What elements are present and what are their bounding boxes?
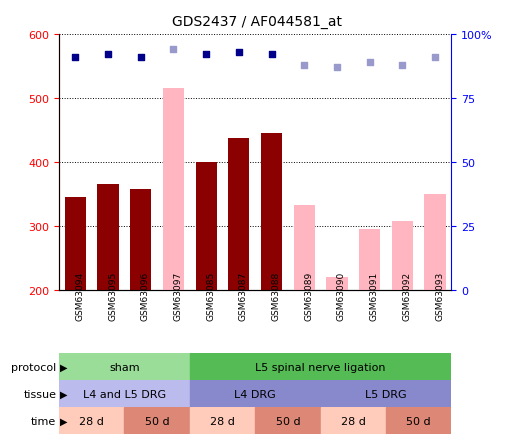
Point	[202, 52, 210, 59]
Text: ▶: ▶	[60, 362, 68, 372]
Text: GSM63090: GSM63090	[337, 271, 346, 320]
Text: GSM63087: GSM63087	[239, 271, 248, 320]
Bar	[190, 380, 321, 407]
Bar	[130, 189, 151, 290]
Bar	[321, 380, 451, 407]
Text: 50 d: 50 d	[145, 416, 169, 425]
Point	[300, 62, 308, 69]
Text: L4 DRG: L4 DRG	[234, 389, 276, 398]
Point	[431, 54, 439, 61]
Text: 50 d: 50 d	[275, 416, 300, 425]
Text: tissue: tissue	[24, 389, 56, 398]
Bar	[59, 353, 190, 380]
Point	[398, 62, 406, 69]
Bar	[424, 194, 446, 290]
Bar	[65, 197, 86, 290]
Text: GSM63094: GSM63094	[75, 271, 84, 320]
Text: 28 d: 28 d	[341, 416, 366, 425]
Point	[169, 46, 177, 53]
Text: ▶: ▶	[60, 416, 68, 425]
Text: L5 DRG: L5 DRG	[365, 389, 407, 398]
Bar	[392, 221, 413, 290]
Bar	[163, 89, 184, 290]
Bar	[321, 407, 386, 434]
Text: 28 d: 28 d	[80, 416, 104, 425]
Text: GSM63092: GSM63092	[402, 271, 411, 320]
Point	[104, 52, 112, 59]
Text: GSM63091: GSM63091	[370, 271, 379, 320]
Bar	[124, 407, 190, 434]
Bar	[261, 134, 282, 290]
Point	[235, 49, 243, 56]
Bar	[228, 139, 249, 290]
Bar	[326, 278, 348, 290]
Text: GSM63095: GSM63095	[108, 271, 117, 320]
Bar	[195, 162, 217, 290]
Bar	[190, 407, 255, 434]
Text: 50 d: 50 d	[406, 416, 431, 425]
Bar	[97, 185, 119, 290]
Text: sham: sham	[109, 362, 140, 372]
Bar	[255, 407, 321, 434]
Text: L5 spinal nerve ligation: L5 spinal nerve ligation	[255, 362, 386, 372]
Text: 28 d: 28 d	[210, 416, 235, 425]
Text: GSM63096: GSM63096	[141, 271, 150, 320]
Point	[366, 59, 374, 66]
Text: GSM63085: GSM63085	[206, 271, 215, 320]
Point	[267, 52, 275, 59]
Text: time: time	[31, 416, 56, 425]
Text: GSM63097: GSM63097	[173, 271, 183, 320]
Point	[136, 54, 145, 61]
Bar	[59, 380, 190, 407]
Bar	[386, 407, 451, 434]
Text: GSM63093: GSM63093	[435, 271, 444, 320]
Text: protocol: protocol	[11, 362, 56, 372]
Text: GDS2437 / AF044581_at: GDS2437 / AF044581_at	[171, 15, 342, 29]
Text: L4 and L5 DRG: L4 and L5 DRG	[83, 389, 166, 398]
Bar	[359, 230, 380, 290]
Point	[333, 65, 341, 72]
Text: GSM63089: GSM63089	[304, 271, 313, 320]
Text: ▶: ▶	[60, 389, 68, 398]
Text: GSM63088: GSM63088	[271, 271, 281, 320]
Bar	[293, 205, 315, 290]
Bar	[59, 407, 124, 434]
Point	[71, 54, 80, 61]
Bar	[190, 353, 451, 380]
